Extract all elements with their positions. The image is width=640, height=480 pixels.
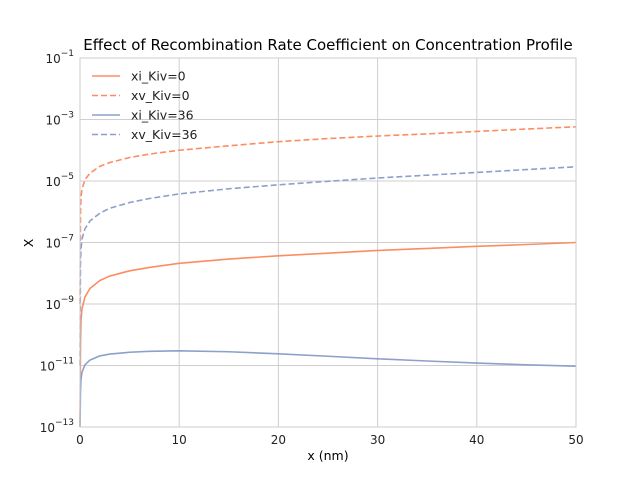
y-tick-label: 10−9: [45, 295, 74, 312]
y-tick-label: 10−11: [40, 357, 74, 374]
series-line-xi-kiv-0: [79, 241, 577, 428]
legend-entry-label: xi_Kiv=0: [131, 69, 186, 84]
legend-entry-label: xv_Kiv=0: [131, 88, 190, 103]
y-tick-label: 10−7: [45, 234, 74, 251]
legend-entry-label: xv_Kiv=36: [131, 127, 198, 142]
x-tick-label: 0: [76, 433, 84, 447]
x-tick-label: 10: [172, 433, 187, 447]
x-axis-label: x (nm): [307, 448, 348, 463]
plot-frame: [79, 57, 577, 428]
series-line-xv-kiv-36: [79, 165, 577, 366]
series-lines: [79, 125, 577, 428]
x-axis-ticks: 0 10 20 30 40 50: [76, 433, 583, 447]
y-tick-label: 10−3: [45, 111, 74, 128]
y-axis-label: X: [21, 238, 36, 247]
y-tick-label: 10−13: [40, 418, 74, 435]
x-tick-label: 50: [568, 433, 583, 447]
y-tick-label: 10−1: [45, 49, 74, 66]
y-axis-ticks: 10−13 10−11 10−9 10−7 10−5 10−3 10−1: [40, 49, 75, 435]
x-tick-label: 40: [469, 433, 484, 447]
x-tick-label: 20: [271, 433, 286, 447]
legend: xi_Kiv=0 xv_Kiv=0 xi_Kiv=36 xv_Kiv=36: [92, 69, 198, 142]
x-tick-label: 30: [370, 433, 385, 447]
series-line-xi-kiv-36: [79, 350, 577, 428]
y-tick-label: 10−5: [45, 172, 74, 189]
legend-entry-label: xi_Kiv=36: [131, 108, 194, 123]
chart-title: Effect of Recombination Rate Coefficient…: [83, 36, 572, 54]
